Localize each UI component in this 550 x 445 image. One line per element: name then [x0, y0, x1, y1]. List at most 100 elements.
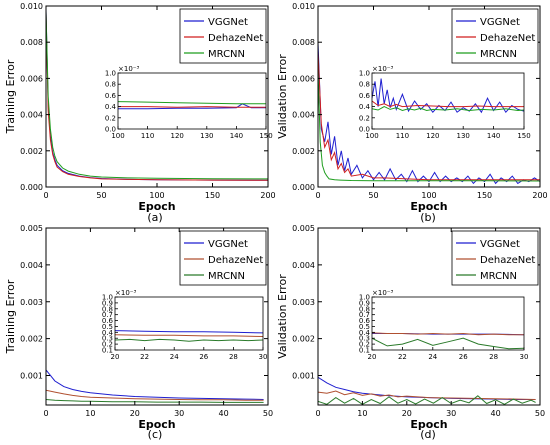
x-tick-label: 150 — [205, 191, 220, 200]
inset-y-tick-label: 0.4 — [102, 329, 114, 337]
x-tick-label: 100 — [149, 191, 164, 200]
y-tick-label: 0.001 — [292, 372, 315, 381]
legend-label-dehazenet: DehazeNet — [480, 33, 535, 44]
inset-frame — [371, 72, 525, 130]
legend-label-mrcnn: MRCNN — [480, 271, 517, 282]
inset-y-tick-label: 0.4 — [359, 103, 371, 111]
inset-frame — [117, 72, 267, 130]
legend-label-dehazenet: DehazeNet — [208, 33, 263, 44]
plot-frame — [317, 227, 541, 406]
legend-label-mrcnn: MRCNN — [208, 271, 245, 282]
inset-y-tick-label: 0.7 — [359, 311, 370, 319]
inset-series-line-dehazenet — [372, 332, 524, 336]
inset-y-tick-label: 0.4 — [105, 103, 117, 111]
inset-x-tick-label: 120 — [171, 132, 184, 140]
inset-series-line-vggnet — [372, 78, 524, 114]
inset-series-line-vggnet — [115, 330, 263, 334]
y-tick-label: 0.002 — [292, 335, 315, 344]
inset-x-tick-label: 150 — [259, 132, 272, 140]
inset-series-line-dehazenet — [118, 106, 266, 108]
y-axis-label: Validation Error — [276, 274, 289, 359]
legend-box — [179, 230, 267, 286]
x-tick-label: 50 — [263, 409, 273, 418]
x-tick-label: 0 — [315, 191, 320, 200]
inset-y-tick-label: 0.1 — [359, 347, 370, 355]
inset-plot: 20 22 24 26 28 30 0.10.20.30.40.50.60.70.80.91… — [359, 289, 529, 361]
inset-series-line-mrcnn — [372, 106, 524, 112]
legend-label-vggnet: VGGNet — [208, 17, 248, 28]
y-tick-label: 0.003 — [20, 298, 43, 307]
y-tick-label: 0.010 — [20, 2, 43, 11]
inset-exponent-label: ×10⁻³ — [372, 289, 393, 297]
y-tick-label: 0.001 — [20, 372, 43, 381]
y-tick-label: 0.004 — [20, 111, 43, 120]
inset-x-tick-label: 28 — [489, 353, 498, 361]
x-tick-label: 150 — [477, 191, 492, 200]
x-tick-label: 0 — [43, 191, 48, 200]
series-line-mrcnn — [318, 69, 540, 182]
inset-plot: 20 22 24 26 28 30 0.10.20.30.40.50.60.70.80.91… — [102, 289, 268, 361]
inset-x-tick-label: 30 — [259, 353, 268, 361]
inset-x-tick-label: 130 — [457, 132, 470, 140]
y-tick-label: 0.010 — [292, 2, 315, 11]
inset-y-tick-label: 0.1 — [102, 347, 113, 355]
x-tick-label: 40 — [491, 409, 501, 418]
y-tick-label: 0.002 — [20, 147, 43, 156]
inset-y-tick-label: 0.0 — [359, 126, 370, 134]
panel-d: 0 10 20 30 40 50 0.001 0.002 0.003 0.004 0.005 Epoc… — [276, 224, 545, 441]
inset-background — [372, 73, 524, 129]
legend-label-dehazenet: DehazeNet — [208, 255, 263, 266]
y-tick-label: 0.002 — [20, 335, 43, 344]
series-line-dehazenet — [46, 13, 268, 181]
inset-y-tick-label: 0.9 — [102, 299, 113, 307]
inset-y-tick-label: 0.0 — [105, 126, 116, 134]
panel-c: 0 10 20 30 40 50 0.001 0.002 0.003 0.004 0.005 Epoc… — [4, 224, 273, 441]
series-line-mrcnn — [318, 395, 536, 405]
x-tick-label: 0 — [43, 409, 48, 418]
inset-y-tick-label: 0.2 — [359, 114, 370, 122]
inset-y-tick-label: 0.6 — [105, 92, 117, 100]
inset-background — [118, 73, 266, 129]
y-tick-label: 0.006 — [20, 74, 43, 83]
inset-exponent-label: ×10⁻³ — [115, 289, 136, 297]
inset-y-tick-label: 1.0 — [102, 294, 113, 302]
panel-b: 0 50 100 150 200 0.000 0.002 0.004 0.006 0.008 0.0… — [276, 2, 548, 224]
y-tick-label: 0.006 — [292, 74, 315, 83]
inset-x-tick-label: 140 — [487, 132, 500, 140]
inset-y-tick-label: 0.7 — [102, 311, 113, 319]
inset-series-line-dehazenet — [115, 334, 263, 337]
inset-series-line-mrcnn — [115, 338, 263, 342]
x-tick-label: 100 — [421, 191, 436, 200]
inset-series-line-mrcnn — [372, 337, 524, 350]
inset-y-tick-label: 0.6 — [359, 92, 371, 100]
inset-y-tick-label: 1.0 — [359, 294, 370, 302]
series-line-mrcnn — [46, 399, 264, 403]
x-tick-label: 50 — [96, 191, 106, 200]
legend-box — [451, 230, 539, 286]
x-tick-label: 50 — [535, 409, 545, 418]
y-tick-label: 0.005 — [20, 224, 43, 233]
x-tick-label: 30 — [174, 409, 184, 418]
inset-x-tick-label: 20 — [111, 353, 120, 361]
legend-box — [179, 8, 267, 64]
x-tick-label: 20 — [402, 409, 412, 418]
panel-caption: (d) — [420, 428, 436, 441]
x-tick-label: 30 — [446, 409, 456, 418]
panel-caption: (b) — [420, 211, 436, 224]
inset-y-tick-label: 0.8 — [105, 81, 116, 89]
y-axis-label: Training Error — [4, 279, 17, 354]
legend-box — [451, 8, 539, 64]
panel-a: 0 50 100 150 200 0.000 0.002 0.004 0.006 0.008 0.0… — [4, 2, 276, 224]
x-tick-label: 10 — [85, 409, 95, 418]
series-line-vggnet — [46, 369, 264, 400]
inset-y-tick-label: 1.0 — [359, 70, 370, 78]
inset-x-tick-label: 26 — [459, 353, 468, 361]
inset-x-tick-label: 130 — [200, 132, 213, 140]
y-tick-label: 0.000 — [20, 183, 43, 192]
inset-frame — [371, 296, 525, 351]
panel-caption: (c) — [148, 428, 163, 441]
inset-plot: 100 110 120 130 140 150 0.0 0.2 0.4 0.6 0.8 1.0×10⁻… — [359, 65, 531, 140]
x-axis-label: Epoch — [138, 200, 175, 213]
x-tick-label: 40 — [219, 409, 229, 418]
